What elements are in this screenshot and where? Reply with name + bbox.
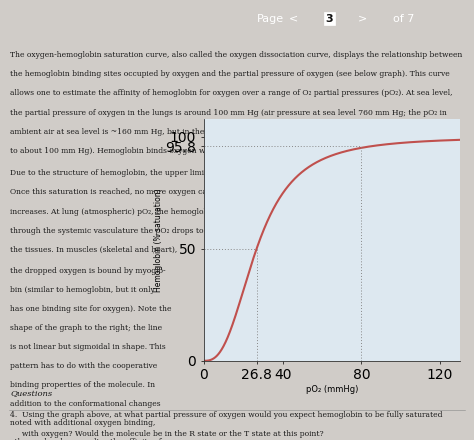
Text: <: < xyxy=(289,14,299,24)
Text: increases. At lung (atmospheric) pO₂, the hemoglobin molecules are saturated. As: increases. At lung (atmospheric) pO₂, th… xyxy=(10,208,448,216)
Text: binding properties of the molecule. In: binding properties of the molecule. In xyxy=(10,381,155,389)
Text: The oxygen-hemoglobin saturation curve, also called the oxygen dissociation curv: The oxygen-hemoglobin saturation curve, … xyxy=(10,51,463,59)
Text: Questions: Questions xyxy=(10,390,53,398)
Y-axis label: Hemoglobin (% saturation): Hemoglobin (% saturation) xyxy=(154,188,163,292)
Text: bin (similar to hemoglobin, but it only: bin (similar to hemoglobin, but it only xyxy=(10,286,155,293)
Text: pattern has to do with the cooperative: pattern has to do with the cooperative xyxy=(10,362,157,370)
X-axis label: pO₂ (mmHg): pO₂ (mmHg) xyxy=(306,385,358,394)
Text: Page: Page xyxy=(257,14,284,24)
Text: noted with additional oxygen binding,: noted with additional oxygen binding, xyxy=(10,418,155,426)
Text: the dropped oxygen is bound by myoglo-: the dropped oxygen is bound by myoglo- xyxy=(10,267,166,275)
Text: 3: 3 xyxy=(326,14,333,24)
Text: other molecules can alter the affinity of: other molecules can alter the affinity o… xyxy=(10,438,162,440)
Text: with oxygen? Would the molecule be in the R state or the T state at this point?: with oxygen? Would the molecule be in th… xyxy=(10,430,324,438)
Text: 4.  Using the graph above, at what partial pressure of oxygen would you expect h: 4. Using the graph above, at what partia… xyxy=(10,411,443,419)
Text: ambient air at sea level is ~160 mm Hg, but in the lungs, the partial pressure o: ambient air at sea level is ~160 mm Hg, … xyxy=(10,128,458,136)
Text: to about 100 mm Hg). Hemoglobin binds oxygen when pO₂ is high, and releases the : to about 100 mm Hg). Hemoglobin binds ox… xyxy=(10,147,442,154)
Text: is not linear but sigmoidal in shape. This: is not linear but sigmoidal in shape. Th… xyxy=(10,343,166,351)
Text: Due to the structure of hemoglobin, the upper limit of binding is four oxygen mo: Due to the structure of hemoglobin, the … xyxy=(10,169,457,177)
Text: Once this saturation is reached, no more oxygen can be bound as there are no mor: Once this saturation is reached, no more… xyxy=(10,188,447,197)
Text: through the systemic vasculature the pO₂ drops to about 40 mm Hg; the affinity d: through the systemic vasculature the pO₂… xyxy=(10,227,457,235)
Text: has one binding site for oxygen). Note the: has one binding site for oxygen). Note t… xyxy=(10,304,172,312)
Text: the partial pressure of oxygen in the lungs is around 100 mm Hg (air pressure at: the partial pressure of oxygen in the lu… xyxy=(10,109,447,117)
Text: the tissues. In muscles (skeletal and heart),: the tissues. In muscles (skeletal and he… xyxy=(10,246,178,253)
Text: addition to the conformational changes: addition to the conformational changes xyxy=(10,400,161,407)
Text: >: > xyxy=(358,14,367,24)
Text: of 7: of 7 xyxy=(393,14,415,24)
Text: allows one to estimate the affinity of hemoglobin for oxygen over a range of O₂ : allows one to estimate the affinity of h… xyxy=(10,89,453,98)
Text: shape of the graph to the right; the line: shape of the graph to the right; the lin… xyxy=(10,323,163,331)
Text: the hemoglobin binding sites occupied by oxygen and the partial pressure of oxyg: the hemoglobin binding sites occupied by… xyxy=(10,70,450,78)
